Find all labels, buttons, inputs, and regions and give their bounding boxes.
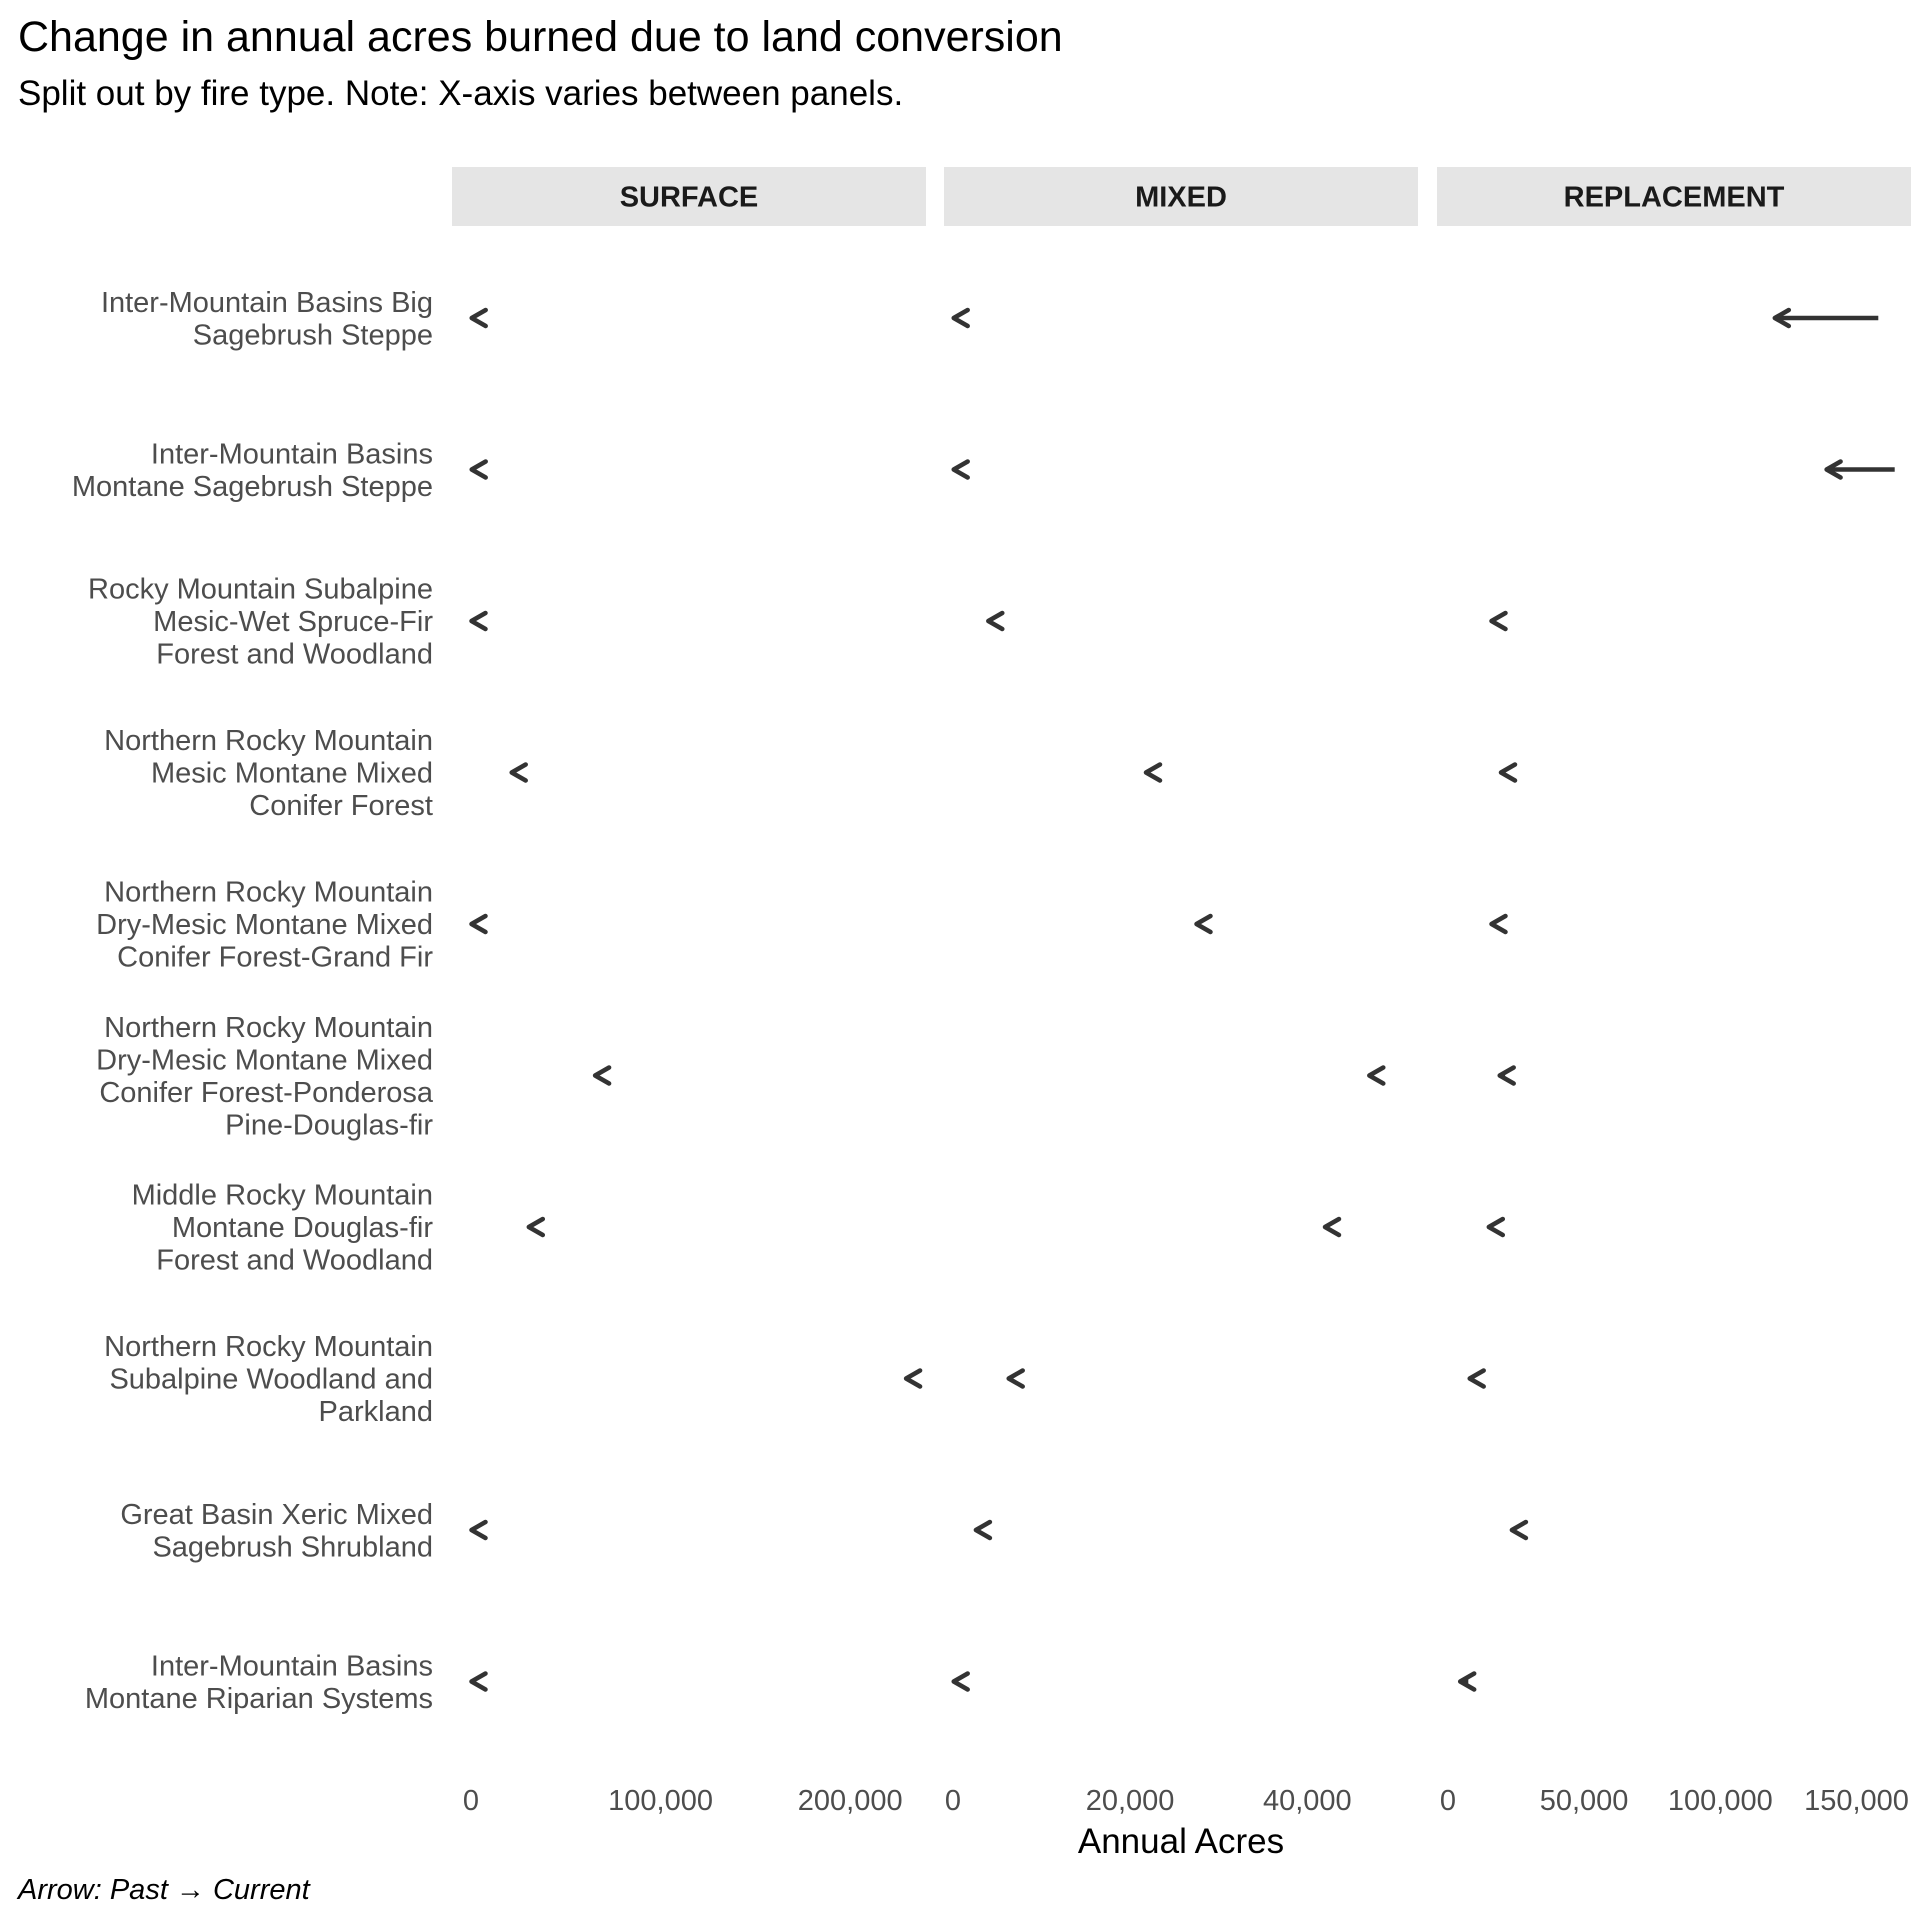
arrow-head <box>1467 1368 1486 1389</box>
category-label: Rocky Mountain Subalpine Mesic-Wet Spruce… <box>88 574 433 671</box>
facet-panel-surface: SURFACE 0 100,000 200,000 <box>452 167 926 1817</box>
change-arrow <box>469 1671 488 1692</box>
x-tick-label: 150,000 <box>1804 1785 1909 1817</box>
change-arrow <box>1497 1065 1516 1086</box>
change-arrow <box>1486 1216 1506 1238</box>
x-tick-label: 200,000 <box>798 1785 903 1817</box>
arrow-head <box>951 459 970 480</box>
chart-subtitle: Split out by fire type. Note: X-axis var… <box>18 74 904 113</box>
x-tick-label: 20,000 <box>1086 1785 1175 1817</box>
arrow-head <box>509 762 528 783</box>
facet-panel-mixed: MIXED 0 20,000 40,000 <box>944 167 1418 1817</box>
x-tick-label: 100,000 <box>1668 1785 1773 1817</box>
arrow-head <box>469 307 488 329</box>
change-arrow <box>1489 610 1508 632</box>
category-label: Northern Rocky Mountain Mesic Montane Mix… <box>104 725 433 822</box>
arrow-head <box>469 459 488 480</box>
x-tick-label: 0 <box>1440 1785 1456 1817</box>
chart-title: Change in annual acres burned due to lan… <box>18 13 1063 61</box>
change-arrow <box>1489 913 1508 935</box>
category-label: Great Basin Xeric Mixed Sagebrush Shrubla… <box>120 1499 433 1564</box>
category-label: Northern Rocky Mountain Dry-Mesic Montane… <box>96 877 433 974</box>
facet-panel-replacement: REPLACEMENT 0 50,000 100,000 150,000 <box>1437 167 1911 1817</box>
arrow-head <box>469 1519 488 1541</box>
x-tick-label: 0 <box>945 1785 961 1817</box>
change-arrow <box>1006 1368 1025 1389</box>
arrow-head <box>1497 1065 1516 1086</box>
facet-strip-label: SURFACE <box>620 182 759 214</box>
arrow-head <box>526 1216 546 1238</box>
facet-strip <box>1437 167 1911 226</box>
arrow-head <box>469 610 488 632</box>
y-axis-labels: Inter-Mountain Basins Big Sagebrush Stepp… <box>72 287 434 1715</box>
category-label: Inter-Mountain Basins Big Sagebrush Stepp… <box>101 287 433 352</box>
change-arrow <box>903 1368 923 1389</box>
change-arrow <box>951 459 970 480</box>
change-arrow <box>1824 459 1895 480</box>
change-arrow <box>1467 1368 1486 1389</box>
change-arrow <box>469 307 488 329</box>
change-arrow <box>1367 1065 1386 1086</box>
x-tick-label: 50,000 <box>1540 1785 1629 1817</box>
arrow-head <box>1486 1216 1506 1238</box>
change-arrow <box>1772 307 1879 329</box>
arrow-head <box>973 1519 993 1541</box>
change-arrow <box>526 1216 546 1238</box>
arrow-head <box>592 1065 612 1086</box>
x-tick-label: 0 <box>463 1785 479 1817</box>
x-tick-label: 40,000 <box>1263 1785 1352 1817</box>
change-arrow <box>973 1519 993 1541</box>
arrow-head <box>1489 913 1508 935</box>
change-arrow <box>469 459 488 480</box>
arrow-head <box>951 307 970 329</box>
arrow-head <box>1509 1519 1529 1541</box>
category-label: Middle Rocky Mountain Montane Douglas-fir… <box>132 1180 434 1277</box>
change-arrow <box>1143 762 1163 783</box>
category-label: Inter-Mountain Basins Montane Sagebrush S… <box>72 438 433 503</box>
category-label: Inter-Mountain Basins Montane Riparian Sy… <box>85 1650 433 1715</box>
arrow-head <box>1772 307 1792 329</box>
arrow-head <box>1498 762 1518 783</box>
arrow-head <box>1367 1065 1386 1086</box>
arrow-head <box>1194 913 1213 935</box>
change-arrow <box>1457 1671 1477 1692</box>
change-arrow <box>469 610 488 632</box>
change-arrow <box>951 307 970 329</box>
arrow-head <box>903 1368 923 1389</box>
change-arrow <box>986 610 1005 632</box>
category-label: Northern Rocky Mountain Subalpine Woodlan… <box>104 1331 433 1428</box>
change-arrow <box>1322 1216 1342 1238</box>
arrow-head <box>1824 459 1843 480</box>
facet-strip-label: REPLACEMENT <box>1564 182 1785 214</box>
arrow-head <box>1489 610 1508 632</box>
change-arrow <box>1509 1519 1529 1541</box>
facet-strip <box>944 167 1418 226</box>
arrow-head <box>986 610 1005 632</box>
arrow-head <box>469 1671 488 1692</box>
change-arrow <box>469 913 488 935</box>
arrow-head <box>1457 1671 1477 1692</box>
facet-strip <box>452 167 926 226</box>
change-arrow <box>509 762 528 783</box>
change-arrow <box>469 1519 488 1541</box>
category-label: Northern Rocky Mountain Dry-Mesic Montane… <box>96 1012 434 1142</box>
facet-panels: SURFACE 0 100,000 200,000 MIXED 0 20,000 40,000… <box>452 167 1911 1817</box>
arrow-caption: Arrow: Past → Current <box>18 1874 310 1906</box>
change-arrow <box>951 1671 970 1692</box>
arrow-head <box>469 913 488 935</box>
x-tick-label: 100,000 <box>608 1785 713 1817</box>
change-arrow <box>592 1065 612 1086</box>
arrow-head <box>1322 1216 1342 1238</box>
facet-strip-label: MIXED <box>1135 182 1227 214</box>
x-axis-title: Annual Acres <box>1078 1822 1284 1861</box>
arrow-head <box>1143 762 1163 783</box>
change-arrow <box>1194 913 1213 935</box>
arrow-head <box>951 1671 970 1692</box>
change-arrow <box>1498 762 1518 783</box>
arrow-head <box>1006 1368 1025 1389</box>
